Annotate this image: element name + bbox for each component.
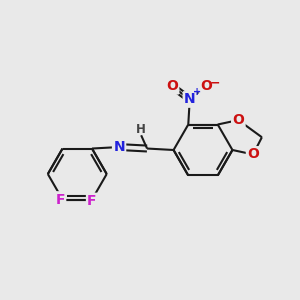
Text: N: N (184, 92, 196, 106)
Text: O: O (200, 79, 212, 93)
Text: N: N (113, 140, 125, 154)
Text: H: H (136, 124, 146, 136)
Text: O: O (166, 79, 178, 93)
Text: +: + (193, 87, 201, 97)
Text: O: O (232, 113, 244, 127)
Text: O: O (247, 147, 259, 161)
Text: −: − (210, 76, 220, 89)
Text: F: F (56, 193, 65, 206)
Text: F: F (87, 194, 97, 208)
